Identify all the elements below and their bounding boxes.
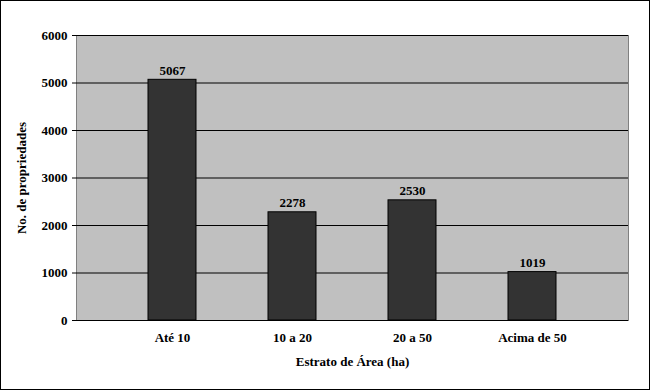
svg-text:5000: 5000 (42, 75, 68, 90)
svg-text:1000: 1000 (42, 265, 68, 280)
svg-text:1019: 1019 (520, 255, 547, 270)
svg-text:3000: 3000 (42, 170, 68, 185)
svg-text:Acima de 50: Acima de 50 (498, 330, 567, 345)
svg-text:20 a 50: 20 a 50 (393, 330, 432, 345)
svg-text:10 a 20: 10 a 20 (273, 330, 312, 345)
svg-text:0: 0 (61, 313, 68, 328)
svg-text:4000: 4000 (42, 123, 68, 138)
svg-text:No. de propriedades: No. de propriedades (14, 122, 29, 234)
svg-text:6000: 6000 (42, 28, 68, 43)
svg-text:Até 10: Até 10 (155, 330, 191, 345)
svg-text:Estrato de Área (ha): Estrato de Área (ha) (296, 354, 410, 369)
svg-text:2278: 2278 (280, 195, 307, 210)
svg-text:5067: 5067 (160, 63, 187, 78)
svg-text:2530: 2530 (400, 183, 426, 198)
svg-text:2000: 2000 (42, 218, 68, 233)
